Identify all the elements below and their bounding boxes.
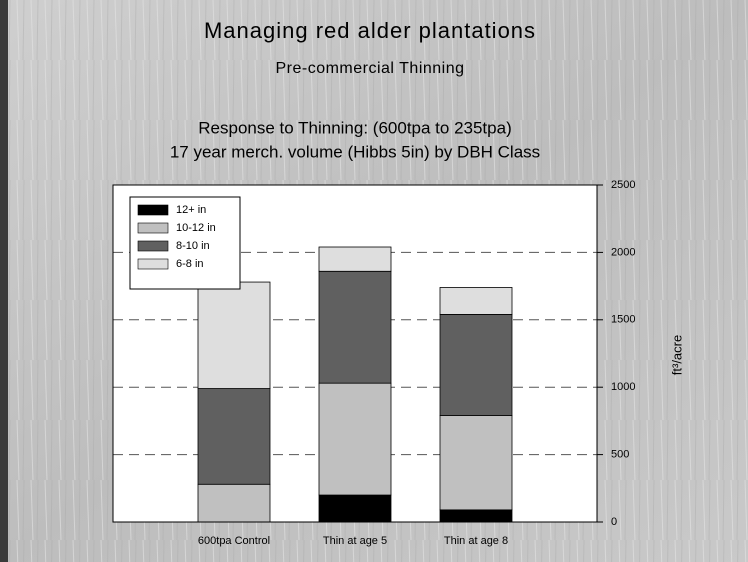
chart-title: 17 year merch. volume (Hibbs 5in) by DBH… [170, 142, 540, 161]
left-edge [0, 0, 8, 562]
bar-segment [198, 484, 270, 522]
legend-swatch [138, 223, 168, 233]
bar-segment [198, 389, 270, 485]
slide: Managing red alder plantations Pre-comme… [0, 0, 748, 562]
y-tick-label: 2000 [611, 246, 635, 258]
y-tick-label: 500 [611, 449, 629, 461]
bar-segment [198, 282, 270, 388]
legend-swatch [138, 259, 168, 269]
x-tick-label: Thin at age 8 [444, 535, 508, 547]
legend-label: 6-8 in [176, 258, 204, 270]
bar-segment [440, 510, 512, 522]
bar-segment [440, 287, 512, 314]
legend-swatch [138, 205, 168, 215]
slide-title: Managing red alder plantations [204, 18, 536, 43]
bar-segment [319, 271, 391, 383]
y-tick-label: 0 [611, 516, 617, 528]
legend-swatch [138, 241, 168, 251]
bar-segment [319, 247, 391, 271]
slide-subtitle: Pre-commercial Thinning [275, 60, 464, 77]
bar-segment [319, 495, 391, 522]
bar-segment [440, 314, 512, 415]
chart-title: Response to Thinning: (600tpa to 235tpa) [198, 118, 511, 137]
legend-label: 12+ in [176, 204, 206, 216]
legend-label: 8-10 in [176, 240, 210, 252]
y-axis-label: ft³/acre [669, 335, 684, 375]
page: {"chart_data": {"type": "stacked-bar", "… [0, 0, 748, 562]
bar-segment [440, 416, 512, 510]
y-tick-label: 1500 [611, 314, 635, 326]
x-tick-label: 600tpa Control [198, 535, 270, 547]
y-tick-label: 2500 [611, 179, 635, 191]
x-tick-label: Thin at age 5 [323, 535, 387, 547]
bar-segment [319, 383, 391, 495]
legend-label: 10-12 in [176, 222, 216, 234]
y-tick-label: 1000 [611, 381, 635, 393]
